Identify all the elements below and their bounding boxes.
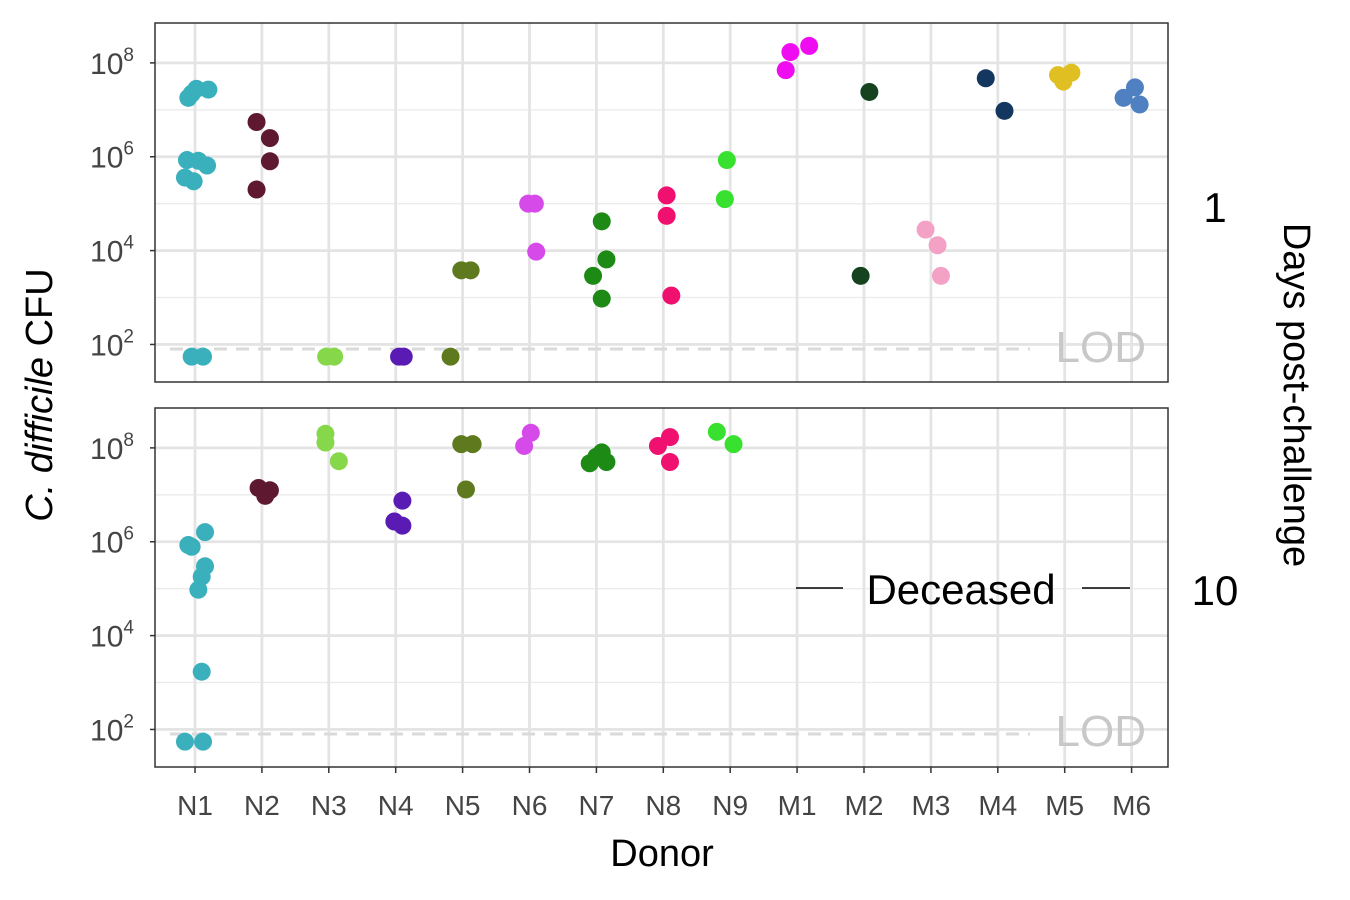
point-n5 xyxy=(461,261,480,280)
point-m3 xyxy=(928,236,947,255)
y-axis-title-italic: C. difficile xyxy=(19,357,61,522)
point-n1 xyxy=(182,84,201,103)
point-n2 xyxy=(260,481,279,500)
x-tick-label-m2: M2 xyxy=(845,790,884,821)
point-m2 xyxy=(851,266,870,285)
point-n7 xyxy=(592,289,611,308)
point-m6 xyxy=(1114,88,1133,107)
y-tick-label: 102 xyxy=(90,711,134,747)
point-n1 xyxy=(182,537,201,556)
point-n8 xyxy=(657,186,676,205)
point-m5 xyxy=(1062,63,1081,82)
panel-border xyxy=(154,407,1169,768)
point-n3 xyxy=(329,452,348,471)
y-tick-label: 104 xyxy=(90,618,134,654)
point-m6 xyxy=(1125,78,1144,97)
y-tick-label: 102 xyxy=(90,326,134,362)
point-m3 xyxy=(916,220,935,239)
point-n3 xyxy=(325,347,344,366)
point-n1 xyxy=(192,662,211,681)
y-axis-ticks: 102 104 106 108 102 104 106 108 xyxy=(90,45,155,747)
point-n8 xyxy=(660,453,679,472)
point-n1 xyxy=(175,732,194,751)
panel-frames xyxy=(154,22,1169,768)
point-n1 xyxy=(184,172,203,191)
point-n6 xyxy=(527,242,546,261)
point-n1 xyxy=(189,580,208,599)
strip-label-day-1: 1 xyxy=(1203,184,1226,231)
panel-border xyxy=(154,22,1169,383)
point-n5 xyxy=(441,347,460,366)
x-tick-label-n1: N1 xyxy=(177,790,213,821)
strip-label-day-10: 10 xyxy=(1192,567,1239,614)
x-tick-label-m1: M1 xyxy=(778,790,817,821)
point-m3 xyxy=(931,266,950,285)
y-tick-label: 108 xyxy=(90,430,134,466)
x-tick-label-n4: N4 xyxy=(378,790,414,821)
x-tick-label-n6: N6 xyxy=(512,790,548,821)
facet-title: Days post-challenge xyxy=(1275,223,1317,567)
point-n5 xyxy=(463,435,482,454)
point-n6 xyxy=(521,423,540,442)
point-m4 xyxy=(995,101,1014,120)
point-n1 xyxy=(194,732,213,751)
point-n2 xyxy=(247,180,266,199)
y-tick-label: 104 xyxy=(90,233,134,269)
y-tick-label: 108 xyxy=(90,45,134,81)
point-m4 xyxy=(976,69,995,88)
y-tick-label: 106 xyxy=(90,139,134,175)
point-n1 xyxy=(194,347,213,366)
lod-label-day-10: LOD xyxy=(1056,707,1146,756)
point-n8 xyxy=(662,286,681,305)
point-n2 xyxy=(260,129,279,148)
point-n1 xyxy=(198,156,217,175)
point-n9 xyxy=(715,190,734,209)
x-tick-label-m4: M4 xyxy=(978,790,1017,821)
x-tick-label-n5: N5 xyxy=(445,790,481,821)
data-points xyxy=(175,36,1149,751)
deceased-annotation: Deceased xyxy=(866,566,1055,613)
point-n4 xyxy=(393,516,412,535)
panel-day-10 xyxy=(155,408,1168,767)
point-n3 xyxy=(316,433,335,452)
point-m1 xyxy=(781,43,800,62)
point-n4 xyxy=(394,347,413,366)
lod-label-day-1: LOD xyxy=(1056,323,1146,372)
y-tick-label: 106 xyxy=(90,524,134,560)
point-m1 xyxy=(776,61,795,80)
panel-day-1 xyxy=(155,23,1168,382)
point-n7 xyxy=(592,212,611,231)
x-tick-label-n7: N7 xyxy=(579,790,615,821)
point-n8 xyxy=(660,428,679,447)
point-n9 xyxy=(717,151,736,170)
y-axis-title-rest: CFU xyxy=(19,268,61,357)
x-tick-label-n3: N3 xyxy=(311,790,347,821)
point-n1 xyxy=(199,80,218,99)
x-axis-title: Donor xyxy=(610,833,714,875)
point-n9 xyxy=(724,435,743,454)
point-n4 xyxy=(393,491,412,510)
x-axis-ticks: N1 N2 N3 N4 N5 N6 N7 N8 N9 M1 M2 M3 M4 M5 M6 xyxy=(177,767,1151,821)
point-m2 xyxy=(860,82,879,101)
point-n7 xyxy=(597,250,616,269)
point-m1 xyxy=(800,36,819,55)
x-tick-label-n9: N9 xyxy=(712,790,748,821)
point-n2 xyxy=(247,113,266,132)
point-n7 xyxy=(597,453,616,472)
y-axis-title: C. difficile CFU xyxy=(19,268,61,521)
point-n6 xyxy=(525,194,544,213)
x-tick-label-m3: M3 xyxy=(911,790,950,821)
point-n5 xyxy=(456,480,475,499)
point-n8 xyxy=(657,206,676,225)
point-n9 xyxy=(707,422,726,441)
x-tick-label-m6: M6 xyxy=(1112,790,1151,821)
point-n7 xyxy=(584,266,603,285)
x-tick-label-n2: N2 xyxy=(244,790,280,821)
point-n2 xyxy=(260,152,279,171)
x-tick-label-m5: M5 xyxy=(1045,790,1084,821)
point-m6 xyxy=(1130,95,1149,114)
x-tick-label-n8: N8 xyxy=(645,790,681,821)
point-n1 xyxy=(196,523,215,542)
